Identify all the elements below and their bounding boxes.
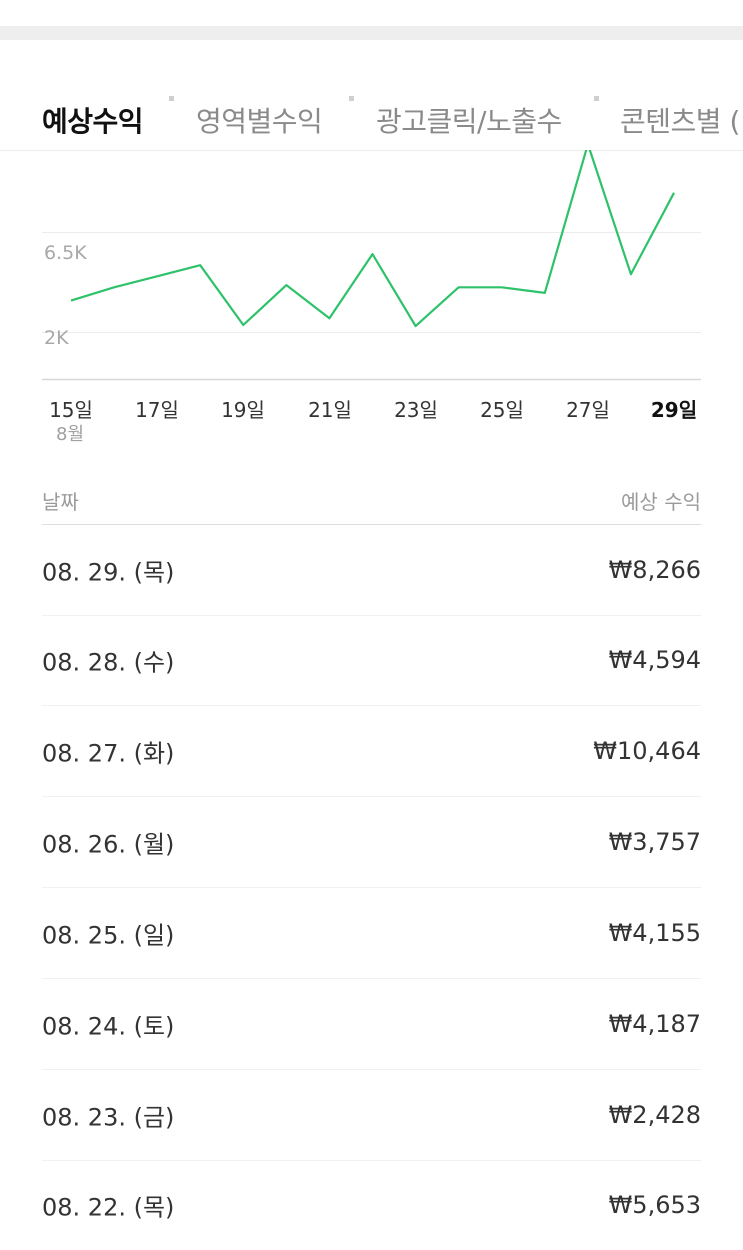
x-tick-label: 19일 (221, 398, 265, 422)
x-tick-label: 23일 (394, 398, 438, 422)
row-revenue: ₩10,464 (593, 737, 701, 765)
date-column-header: 날짜 (42, 490, 79, 514)
tab-revenue-by-content[interactable]: 콘텐츠별 ( (620, 105, 740, 138)
table-row[interactable]: 08. 25. (일) ₩4,155 (42, 888, 701, 979)
row-revenue: ₩5,653 (608, 1191, 701, 1219)
table-row[interactable]: 08. 29. (목) ₩8,266 (42, 525, 701, 616)
x-tick-label: 21일 (308, 398, 352, 422)
x-tick-label: 27일 (566, 398, 610, 422)
x-tick-label: 25일 (480, 398, 524, 422)
row-date: 08. 22. (목) (42, 1193, 175, 1222)
revenue-chart[interactable]: 6.5K 2K 15일 17일 19일 21일 23일 25일 27일 29일 … (0, 150, 743, 450)
row-date: 08. 25. (일) (42, 921, 175, 950)
row-date: 08. 24. (토) (42, 1012, 175, 1041)
table-row[interactable]: 08. 28. (수) ₩4,594 (42, 615, 701, 706)
tab-revenue-by-area[interactable]: 영역별수익 (196, 105, 323, 138)
table-row[interactable]: 08. 24. (토) ₩4,187 (42, 979, 701, 1070)
row-revenue: ₩3,757 (608, 828, 701, 856)
revenue-line-chart (42, 150, 701, 381)
revenue-series-line (70, 150, 675, 328)
y-tick-label: 2K (44, 327, 69, 349)
row-date: 08. 23. (금) (42, 1103, 175, 1132)
row-revenue: ₩8,266 (608, 556, 701, 584)
tab-separator (349, 96, 354, 101)
table-row[interactable]: 08. 26. (월) ₩3,757 (42, 797, 701, 888)
table-row[interactable]: 08. 27. (화) ₩10,464 (42, 706, 701, 797)
x-tick-label: 15일 (49, 398, 93, 422)
x-tick-label: 17일 (135, 398, 179, 422)
tab-ad-clicks-impressions[interactable]: 광고클릭/노출수 (376, 105, 562, 138)
month-label: 8월 (56, 424, 85, 445)
revenue-column-header: 예상 수익 (621, 490, 701, 514)
table-row[interactable]: 08. 22. (목) ₩5,653 (42, 1160, 701, 1250)
top-divider (0, 26, 743, 40)
table-header: 날짜 예상 수익 (42, 480, 701, 525)
tab-separator (169, 96, 174, 101)
top-strip (0, 0, 743, 40)
row-revenue: ₩2,428 (608, 1101, 701, 1129)
tab-expected-revenue[interactable]: 예상수익 (42, 105, 144, 138)
row-date: 08. 28. (수) (42, 648, 175, 677)
table-row[interactable]: 08. 23. (금) ₩2,428 (42, 1070, 701, 1161)
row-revenue: ₩4,594 (608, 646, 701, 674)
row-revenue: ₩4,187 (608, 1010, 701, 1038)
tab-separator (594, 96, 599, 101)
row-revenue: ₩4,155 (608, 919, 701, 947)
tab-bar: 예상수익 영역별수익 광고클릭/노출수 콘텐츠별 ( (0, 40, 743, 151)
row-date: 08. 26. (월) (42, 830, 175, 859)
row-date: 08. 29. (목) (42, 558, 175, 587)
y-tick-label: 6.5K (44, 242, 87, 264)
row-date: 08. 27. (화) (42, 739, 175, 768)
x-tick-label-selected[interactable]: 29일 (650, 398, 698, 422)
